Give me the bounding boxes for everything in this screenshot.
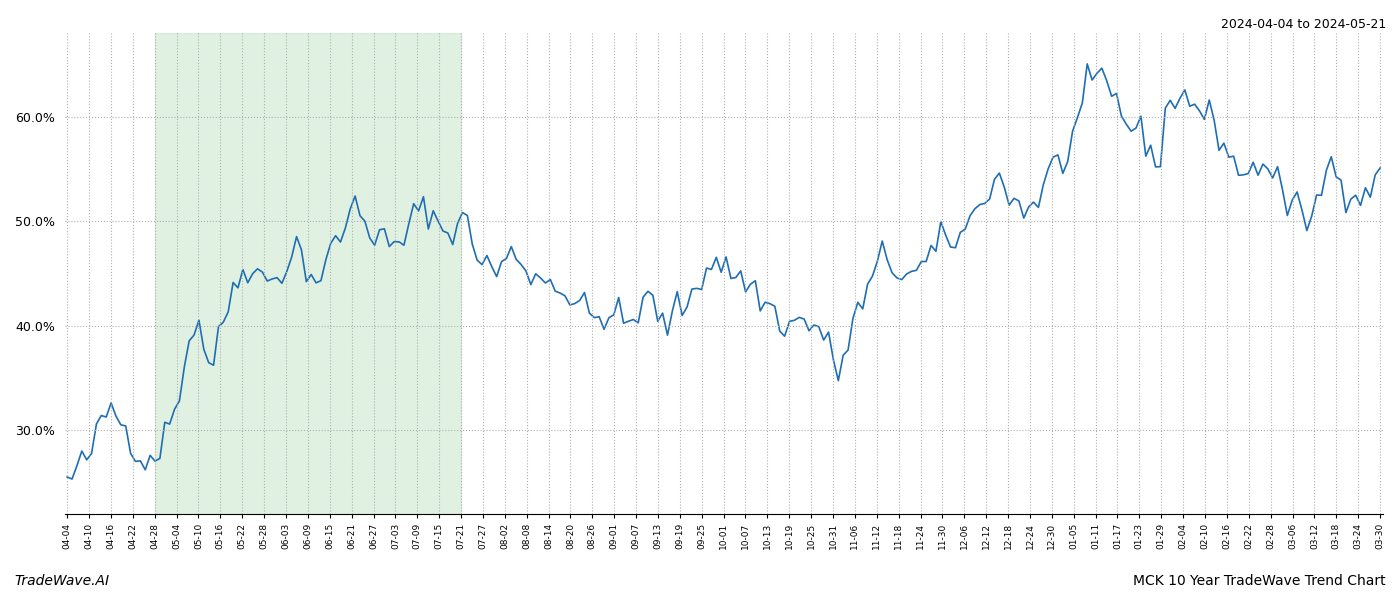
Text: 2024-04-04 to 2024-05-21: 2024-04-04 to 2024-05-21 [1221, 18, 1386, 31]
Text: TradeWave.AI: TradeWave.AI [14, 574, 109, 588]
Bar [154, 33, 461, 514]
Text: MCK 10 Year TradeWave Trend Chart: MCK 10 Year TradeWave Trend Chart [1134, 574, 1386, 588]
